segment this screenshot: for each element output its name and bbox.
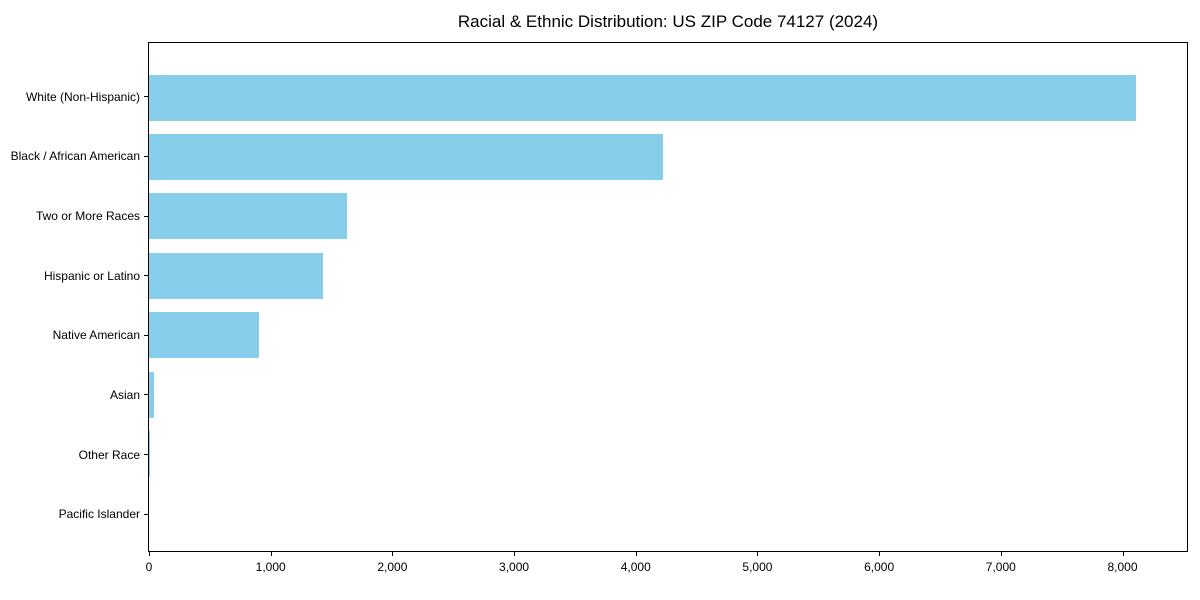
x-tick-mark	[392, 552, 394, 556]
y-axis-label: Black / African American	[10, 149, 140, 164]
bar	[149, 74, 1136, 121]
y-axis-label-row: Two or More Races	[0, 186, 148, 246]
bar	[149, 430, 150, 477]
bar	[149, 252, 323, 299]
y-axis-labels: White (Non-Hispanic) Black / African Amer…	[0, 42, 148, 552]
y-axis-label-row: White (Non-Hispanic)	[0, 67, 148, 127]
x-tick-mark	[149, 552, 150, 556]
y-tick-mark	[144, 275, 148, 277]
x-tick-label: 1,000	[255, 560, 286, 574]
bar	[149, 134, 663, 181]
chart-title: Racial & Ethnic Distribution: US ZIP Cod…	[457, 12, 879, 31]
y-tick-mark	[144, 394, 148, 396]
y-axis-label-row: Native American	[0, 306, 148, 366]
bar	[149, 193, 348, 240]
x-tick-mark	[757, 552, 759, 556]
y-tick-mark	[144, 454, 148, 456]
x-tick-mark	[635, 552, 637, 556]
y-axis-label: Pacific Islander	[58, 507, 140, 522]
bar	[149, 312, 259, 359]
x-tick-label: 2,000	[377, 560, 408, 574]
x-tick-label: 4,000	[620, 560, 651, 574]
y-axis-label-row: Asian	[0, 365, 148, 425]
bar	[149, 371, 154, 418]
y-tick-mark	[144, 215, 148, 217]
x-tick-mark	[1000, 552, 1002, 556]
y-axis-label: Two or More Races	[35, 209, 140, 224]
y-axis-label-row: Other Race	[0, 425, 148, 485]
x-tick-label: 6,000	[864, 560, 895, 574]
bar-row	[149, 187, 1187, 246]
x-tick-mark	[879, 552, 881, 556]
bar-row	[149, 484, 1187, 543]
x-tick-mark	[270, 552, 272, 556]
bar-row	[149, 306, 1187, 365]
y-axis-label: Other Race	[78, 447, 140, 462]
bar-row	[149, 68, 1187, 127]
y-axis-label-row: Black / African American	[0, 127, 148, 187]
x-tick-mark	[514, 552, 516, 556]
bar-row	[149, 424, 1187, 483]
y-axis-label: White (Non-Hispanic)	[25, 89, 140, 104]
x-tick-label: 5,000	[742, 560, 773, 574]
y-axis-label: Native American	[52, 328, 140, 343]
y-tick-mark	[144, 155, 148, 157]
y-axis-label-row: Pacific Islander	[0, 484, 148, 544]
bar-row	[149, 127, 1187, 186]
y-axis-label: Asian	[109, 387, 140, 402]
x-tick-mark	[1122, 552, 1124, 556]
y-axis-label: Hispanic or Latino	[43, 268, 140, 283]
x-tick-label: 3,000	[499, 560, 530, 574]
bar-row	[149, 365, 1187, 424]
y-tick-mark	[144, 334, 148, 336]
x-tick-label: 0	[145, 560, 153, 574]
x-tick-label: 7,000	[985, 560, 1016, 574]
x-tick-label: 8,000	[1107, 560, 1138, 574]
y-tick-mark	[144, 513, 148, 515]
plot-area	[148, 42, 1188, 552]
bar-rows	[149, 68, 1187, 543]
bar-row	[149, 246, 1187, 305]
y-tick-mark	[144, 96, 148, 98]
y-axis-label-row: Hispanic or Latino	[0, 246, 148, 306]
